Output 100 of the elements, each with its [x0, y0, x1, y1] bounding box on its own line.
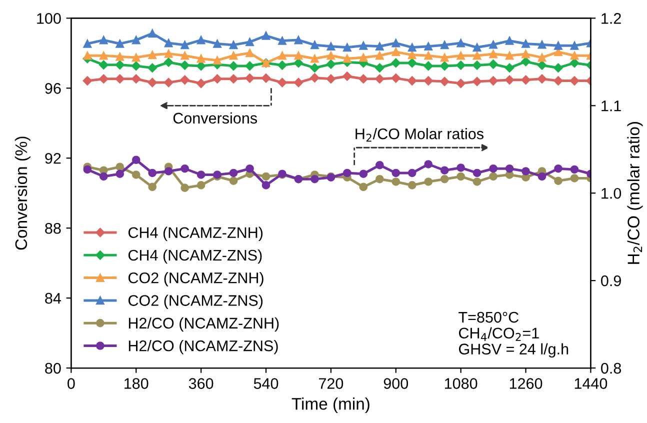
point: [489, 40, 498, 49]
point: [310, 40, 319, 50]
x-axis-title: Time (min): [292, 398, 370, 414]
point: [196, 78, 206, 88]
point: [391, 74, 401, 83]
point: [456, 172, 465, 181]
annotation: H$_{2}$/CO Molar ratios: [356, 128, 484, 142]
point: [456, 38, 465, 48]
point: [375, 160, 384, 170]
point: [196, 61, 206, 71]
point: [229, 40, 238, 50]
point: [148, 29, 157, 38]
point: [358, 74, 368, 84]
point: [375, 74, 384, 84]
point: [392, 48, 400, 56]
point: [408, 43, 416, 52]
point: [148, 50, 157, 60]
point: [375, 51, 384, 60]
point: [278, 78, 287, 88]
legend-label: H2/CO (NCAMZ-ZNS): [128, 340, 278, 354]
point: [424, 61, 433, 71]
x-tick-label: 900: [384, 378, 408, 389]
point: [326, 74, 336, 84]
point: [488, 76, 498, 86]
y-tick-label: 88: [45, 222, 61, 234]
legend-label: CO2 (NCAMZ-ZNH): [128, 272, 264, 286]
point: [196, 170, 206, 179]
point: [521, 56, 530, 66]
y-tick-label: 80: [45, 362, 61, 374]
y2-axis-title: H$_{2}$/CO (molar ratio): [627, 122, 643, 264]
point: [132, 170, 140, 179]
point: [180, 75, 190, 85]
point: [488, 60, 498, 69]
point: [245, 61, 254, 71]
point: [196, 54, 206, 63]
point: [440, 76, 450, 86]
point: [359, 170, 368, 178]
point: [115, 60, 124, 70]
point: [570, 41, 579, 50]
point: [245, 74, 254, 83]
point: [246, 48, 254, 58]
point: [489, 50, 498, 58]
point: [148, 78, 157, 88]
point: [164, 38, 173, 48]
point: [99, 74, 108, 84]
y2-tick-label: 1.2: [602, 13, 621, 24]
legend-label: CH4 (NCAMZ-ZNS): [128, 249, 262, 264]
point: [408, 168, 416, 178]
point: [229, 168, 238, 178]
point: [554, 41, 562, 50]
point: [131, 61, 141, 71]
point: [505, 51, 514, 60]
point: [440, 166, 449, 175]
point: [538, 53, 546, 62]
point: [326, 51, 336, 60]
x-tick-label: 540: [254, 378, 278, 389]
point: [392, 178, 400, 186]
point: [228, 61, 238, 71]
point: [213, 56, 222, 65]
point: [440, 53, 449, 62]
point: [164, 78, 174, 88]
point: [407, 58, 417, 68]
point: [261, 74, 271, 83]
point: [99, 36, 108, 44]
point: [359, 41, 368, 50]
point: [132, 156, 140, 164]
point: [343, 168, 352, 178]
point: [83, 165, 92, 174]
point: [229, 176, 238, 186]
point: [116, 52, 124, 61]
point: [522, 50, 530, 58]
point: [537, 74, 547, 84]
point: [440, 40, 449, 50]
point: [82, 76, 92, 86]
point: [570, 174, 579, 182]
annotation: T=850°C CH$_{4}$/CO$_{2}$=1 GHSV = 24 l/g.h: [458, 312, 568, 358]
point: [132, 36, 140, 44]
x-tick-label: 360: [188, 378, 214, 389]
point: [392, 168, 400, 178]
point: [472, 51, 482, 60]
point: [229, 51, 238, 60]
point: [408, 181, 416, 190]
point: [131, 74, 141, 84]
point: [116, 162, 124, 172]
point: [472, 60, 482, 70]
y-tick-label: 84: [45, 292, 61, 304]
point: [456, 60, 466, 70]
point: [83, 51, 92, 60]
point: [294, 78, 304, 88]
y-tick-label: 100: [37, 13, 61, 24]
y2-tick-label: 1.0: [602, 188, 622, 199]
y2-tick-label: 1.1: [602, 100, 621, 112]
point: [472, 43, 482, 52]
point: [424, 51, 433, 60]
point: [342, 72, 352, 81]
point: [262, 181, 270, 190]
point: [310, 174, 319, 184]
point: [180, 51, 189, 60]
point: [359, 182, 368, 192]
point: [164, 58, 174, 67]
